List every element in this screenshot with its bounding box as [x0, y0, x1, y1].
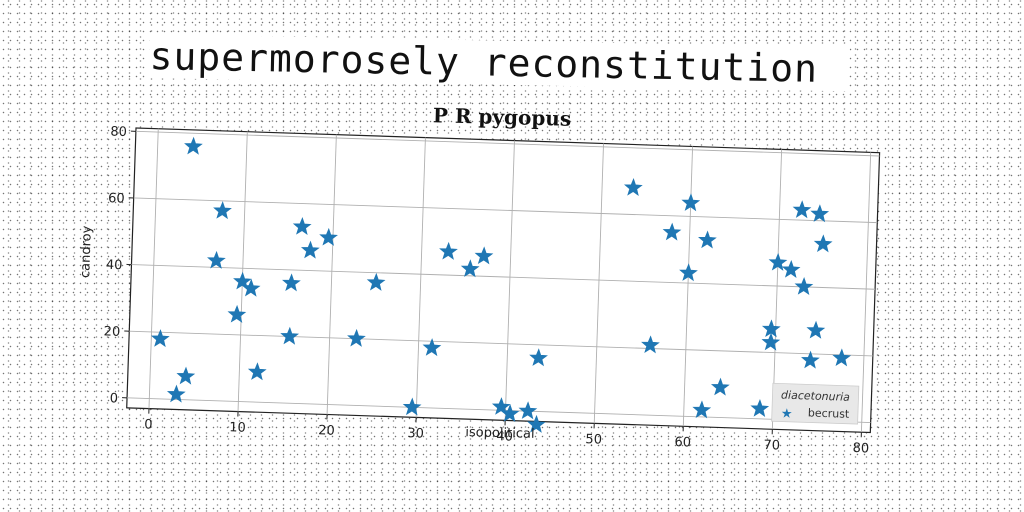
x-tick-label: 70	[763, 438, 780, 454]
star-point	[529, 348, 548, 367]
star-point	[750, 398, 770, 417]
y-grid-line	[133, 197, 878, 224]
star-point	[792, 200, 812, 219]
star-point	[176, 366, 196, 385]
star-point	[761, 332, 781, 351]
y-tick-label: 40	[106, 258, 123, 274]
x-grid-line	[682, 146, 694, 427]
star-point	[679, 263, 698, 282]
x-tick-label: 30	[407, 426, 424, 442]
star-point	[366, 272, 386, 291]
star-point	[241, 278, 261, 297]
axis-ticks: 0 10 20 30 40 50 60 70 80 0 20 40 60 80	[103, 124, 869, 457]
x-grid-line	[237, 131, 248, 412]
x-grid-line	[326, 134, 337, 415]
x-tick-label: 0	[144, 417, 153, 432]
star-point	[402, 397, 422, 416]
y-grid-line	[135, 130, 880, 157]
y-tick-label: 80	[110, 124, 127, 140]
plot-group: 0 10 20 30 40 50 60 70 80 0 20 40 60 80 diacetonuria …	[103, 124, 881, 457]
legend: diacetonuria ★ becrust	[771, 382, 860, 425]
chart-title: P R pygopus	[433, 103, 572, 131]
y-tick-label: 0	[109, 391, 118, 406]
y-tick-label: 60	[108, 191, 125, 207]
star-point	[781, 259, 801, 278]
star-point	[692, 400, 712, 419]
legend-star-icon: ★	[781, 407, 793, 422]
legend-entry-label: becrust	[808, 406, 850, 420]
star-point	[282, 273, 301, 292]
x-grid-line	[860, 152, 872, 433]
x-tick-label: 50	[585, 432, 602, 448]
star-point	[439, 241, 458, 260]
x-grid-line	[593, 143, 604, 424]
star-point	[166, 384, 186, 403]
star-point	[832, 348, 852, 367]
star-point	[526, 414, 546, 433]
x-grid-line	[504, 140, 515, 421]
x-grid-line	[415, 137, 426, 418]
star-point	[500, 404, 520, 423]
y-grid-line	[129, 330, 873, 357]
star-point	[794, 277, 814, 296]
star-point	[300, 240, 320, 259]
star-point	[474, 246, 494, 265]
x-tick-label: 10	[229, 420, 246, 436]
star-point	[150, 329, 170, 348]
star-point	[681, 193, 701, 212]
x-axis-label: isopolitical	[465, 425, 535, 442]
star-point	[207, 250, 226, 269]
star-point	[801, 350, 820, 369]
star-point	[184, 136, 203, 155]
star-point	[641, 335, 660, 354]
star-point	[813, 234, 833, 253]
star-point	[710, 377, 730, 396]
star-point	[247, 362, 267, 381]
star-point	[227, 304, 247, 323]
star-point	[698, 230, 717, 249]
star-point	[460, 259, 480, 278]
star-point	[810, 204, 830, 223]
star-point	[806, 320, 826, 339]
x-tick-label: 20	[318, 423, 335, 439]
legend-box	[771, 382, 860, 425]
star-point	[347, 328, 366, 347]
y-tick-label: 20	[103, 324, 120, 340]
x-tick-label: 60	[674, 435, 691, 451]
x-tick-label: 80	[852, 441, 869, 457]
star-point	[319, 227, 338, 246]
y-grid-line	[131, 264, 876, 290]
star-point	[518, 401, 538, 420]
x-tick-label: 40	[496, 429, 513, 445]
star-point	[662, 222, 682, 241]
star-point	[292, 217, 312, 236]
y-axis-label: candroy	[78, 225, 95, 278]
x-grid-line	[148, 128, 159, 409]
star-point	[422, 338, 442, 357]
star-point	[623, 178, 643, 197]
x-grid-line	[771, 149, 783, 430]
legend-title: diacetonuria	[781, 389, 851, 404]
star-point	[768, 252, 788, 271]
star-point	[213, 201, 232, 220]
star-point	[280, 326, 300, 345]
